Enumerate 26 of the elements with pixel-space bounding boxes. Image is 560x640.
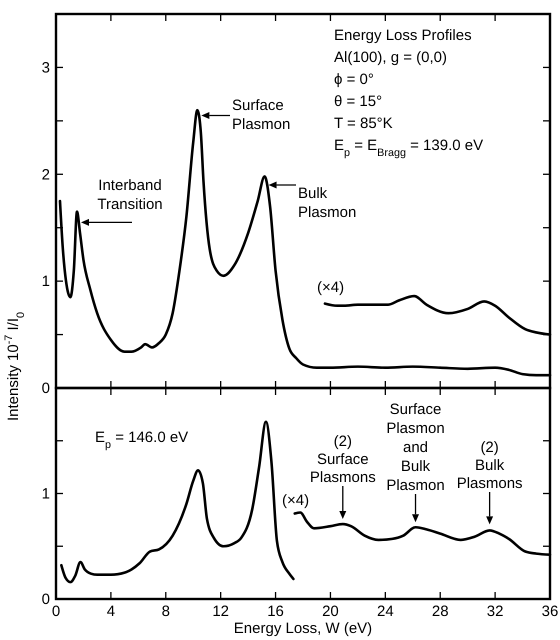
annotation: Interband Transition xyxy=(97,177,163,213)
text: Energy Loss Profiles Al(100), g = (0,0) ϕ = 0° θ = 15° T = 85°K E$_{p}$ = E$_{Bragg}$ = 139.0 eV xyxy=(334,27,484,159)
annotation: Surface Plasmon and Bulk Plasmon xyxy=(386,401,445,494)
y-tick-label: 0 xyxy=(42,591,50,608)
y-tick-label: 1 xyxy=(42,273,50,290)
y-tick-label: 2 xyxy=(42,166,50,184)
y-tick-label: 3 xyxy=(42,59,50,76)
x-tick-label: 12 xyxy=(212,603,230,620)
annotation: (×4) xyxy=(317,279,344,296)
x-tick-label: 28 xyxy=(432,603,449,620)
x-tick-label: 20 xyxy=(322,603,339,620)
annotation: (2) Bulk Plasmons xyxy=(456,439,523,492)
x-tick-label: 8 xyxy=(162,603,170,620)
x-tick-label: 32 xyxy=(486,603,504,620)
annotation: E$_{p}$ = 146.0 eV xyxy=(95,429,188,451)
x-tick-label: 36 xyxy=(542,603,558,620)
x-tick-label: 16 xyxy=(267,603,284,620)
annotation: (2) Surface Plasmons xyxy=(310,433,376,486)
y-tick-label: 1 xyxy=(42,486,50,502)
x-tick-label: 24 xyxy=(376,603,394,620)
annotation: Surface Plasmon xyxy=(232,97,290,133)
annotation: Bulk Plasmon xyxy=(298,185,356,221)
x-axis-title: Energy Loss, W (eV) xyxy=(234,620,372,637)
annotation: (×4) xyxy=(282,492,310,509)
x-tick-label: 4 xyxy=(106,603,116,620)
y-tick-label: 0 xyxy=(42,380,50,397)
